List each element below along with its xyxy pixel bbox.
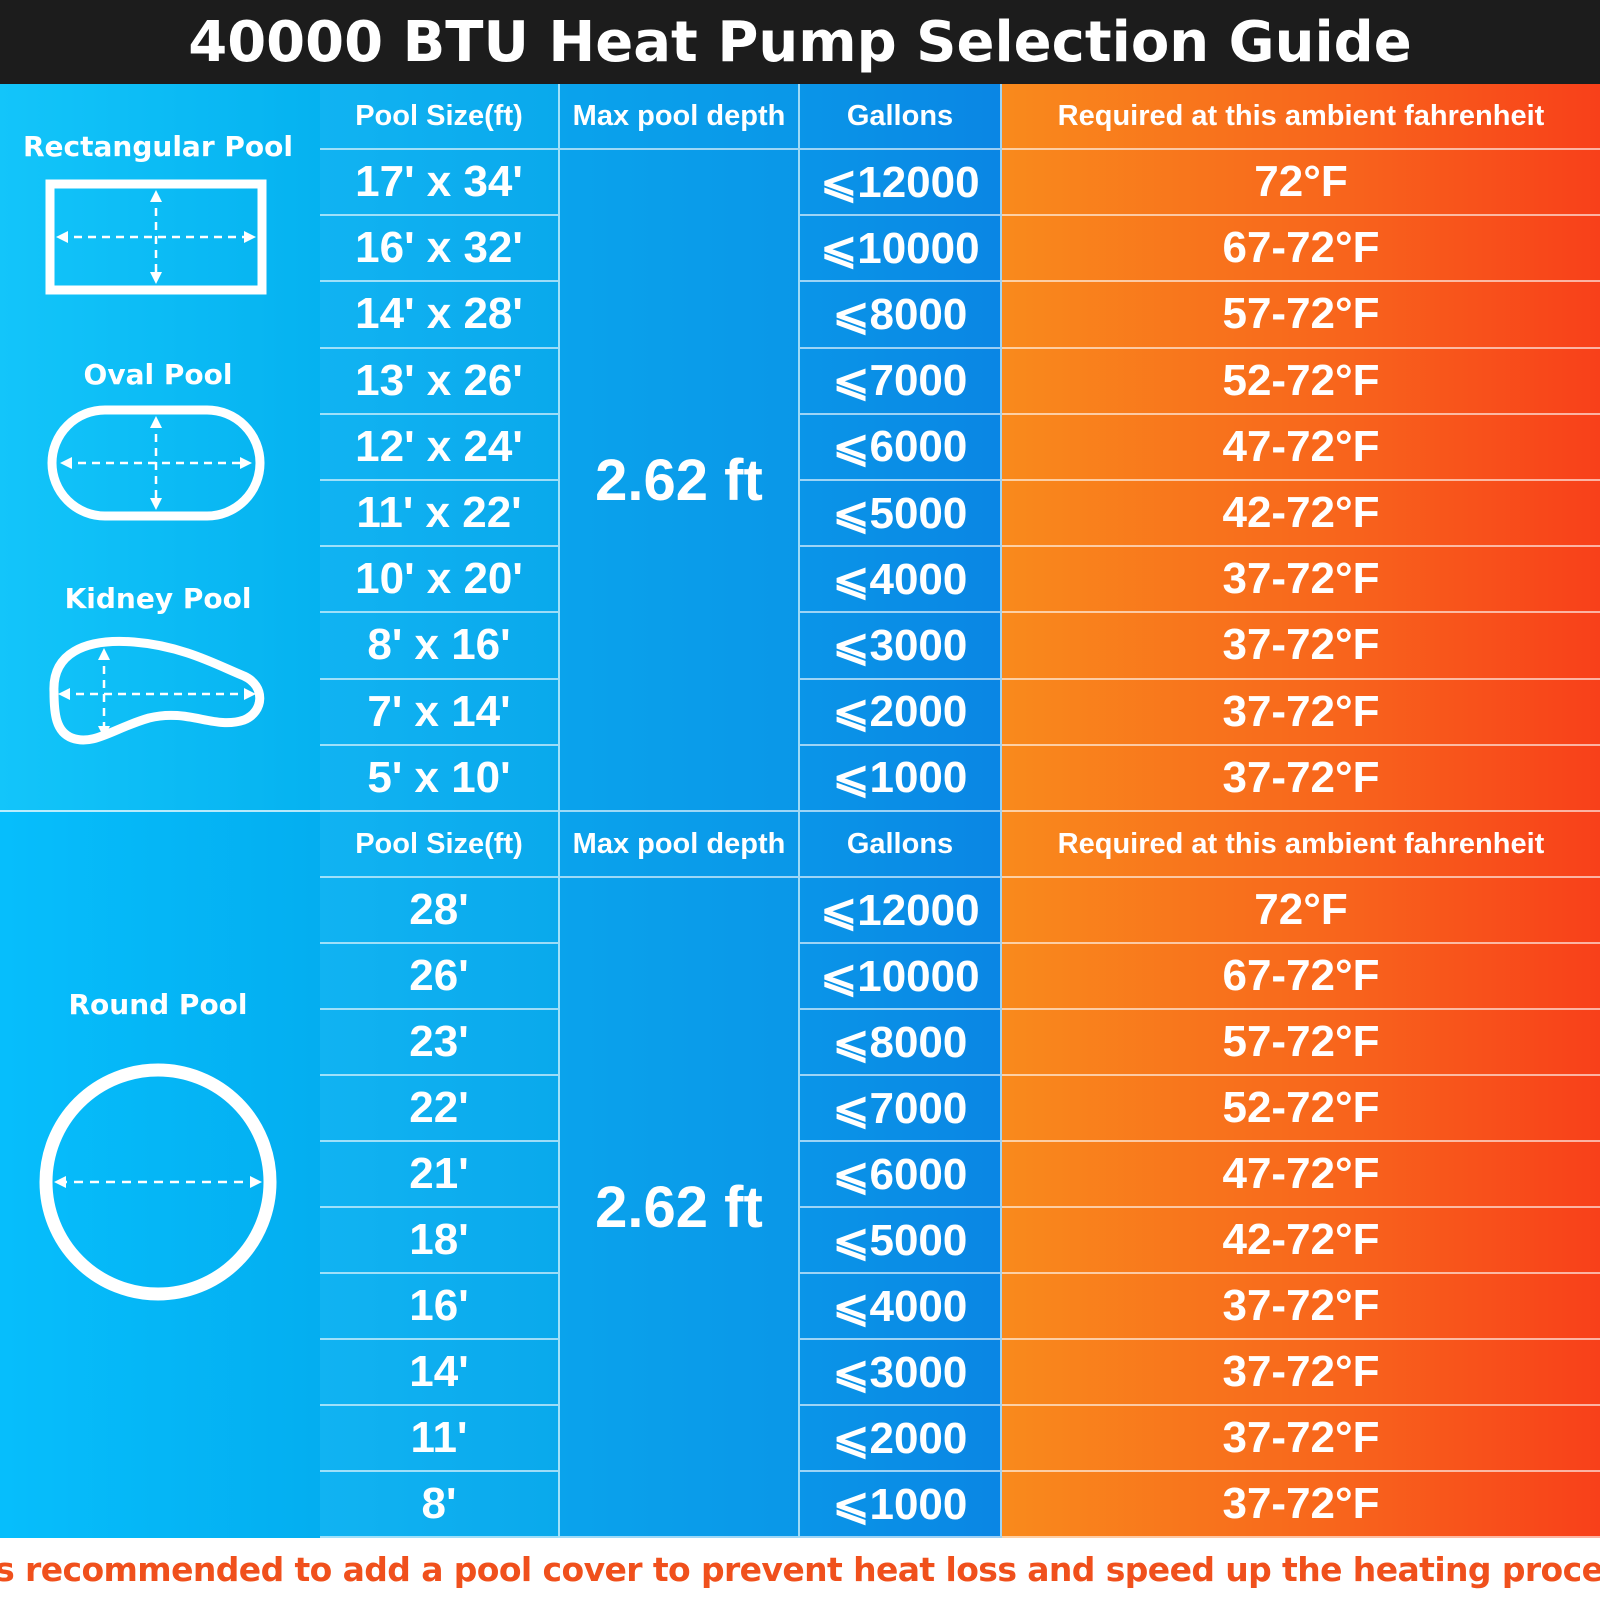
shape-column: Rectangular Pool Oval Pool Kidney Pool — [0, 84, 320, 812]
oval-pool-label: Oval Pool — [83, 358, 233, 391]
pool-size-cell: 14' x 28' — [320, 282, 560, 349]
ambient-temp-cell: 37-72°F — [1002, 745, 1600, 812]
ambient-temp-cell: 37-72°F — [1002, 1274, 1600, 1340]
gallons-cell: ⩽10000 — [800, 216, 1002, 283]
pool-size-cell: 8' — [320, 1472, 560, 1538]
pool-size-cell: 21' — [320, 1142, 560, 1208]
ambient-temp-cell: 47-72°F — [1002, 1142, 1600, 1208]
round-section: Round Pool Pool Size(ft) Max pool depth … — [0, 812, 1600, 1538]
ambient-temp-cell: 37-72°F — [1002, 679, 1600, 746]
ambient-temp-cell: 52-72°F — [1002, 348, 1600, 415]
round-pool-label: Round Pool — [68, 988, 248, 1021]
max-depth-value: 2.62 ft — [560, 150, 800, 812]
rect-table: Pool Size(ft) Max pool depth Gallons Req… — [320, 84, 1600, 812]
gallons-cell: ⩽7000 — [800, 1076, 1002, 1142]
gallons-cell: ⩽6000 — [800, 414, 1002, 481]
pool-size-cell: 28' — [320, 878, 560, 944]
gallons-cell: ⩽2000 — [800, 679, 1002, 746]
header-pool-size: Pool Size(ft) — [320, 84, 560, 150]
gallons-cell: ⩽3000 — [800, 613, 1002, 680]
gallons-cell: ⩽6000 — [800, 1142, 1002, 1208]
pool-size-cell: 18' — [320, 1208, 560, 1274]
pool-size-cell: 5' x 10' — [320, 745, 560, 812]
header-gallons: Gallons — [800, 812, 1002, 878]
gallons-cell: ⩽10000 — [800, 944, 1002, 1010]
gallons-cell: ⩽12000 — [800, 150, 1002, 217]
header-ambient: Required at this ambient fahrenheit — [1002, 84, 1600, 150]
ambient-temp-cell: 42-72°F — [1002, 481, 1600, 548]
rectangular-pool-icon — [45, 179, 267, 295]
ambient-temp-cell: 37-72°F — [1002, 1406, 1600, 1472]
gallons-cell: ⩽3000 — [800, 1340, 1002, 1406]
gallons-cell: ⩽8000 — [800, 282, 1002, 349]
round-table: Pool Size(ft) Max pool depth Gallons Req… — [320, 812, 1600, 1538]
pool-size-cell: 16' — [320, 1274, 560, 1340]
kidney-pool-icon — [49, 636, 265, 745]
ambient-temp-cell: 72°F — [1002, 150, 1600, 217]
ambient-temp-cell: 52-72°F — [1002, 1076, 1600, 1142]
ambient-temp-cell: 57-72°F — [1002, 1010, 1600, 1076]
gallons-cell: ⩽5000 — [800, 1208, 1002, 1274]
pool-size-cell: 17' x 34' — [320, 150, 560, 217]
pool-size-cell: 13' x 26' — [320, 348, 560, 415]
max-depth-value: 2.62 ft — [560, 878, 800, 1538]
header-max-depth: Max pool depth — [560, 812, 800, 878]
ambient-temp-cell: 37-72°F — [1002, 613, 1600, 680]
header-ambient: Required at this ambient fahrenheit — [1002, 812, 1600, 878]
gallons-cell: ⩽1000 — [800, 745, 1002, 812]
kidney-pool-label: Kidney Pool — [64, 582, 252, 615]
gallons-cell: ⩽1000 — [800, 1472, 1002, 1538]
pool-size-cell: 23' — [320, 1010, 560, 1076]
ambient-temp-cell: 37-72°F — [1002, 1472, 1600, 1538]
pool-size-cell: 11' — [320, 1406, 560, 1472]
gallons-cell: ⩽8000 — [800, 1010, 1002, 1076]
gallons-cell: ⩽4000 — [800, 1274, 1002, 1340]
pool-size-cell: 7' x 14' — [320, 679, 560, 746]
pool-size-cell: 16' x 32' — [320, 216, 560, 283]
ambient-temp-cell: 57-72°F — [1002, 282, 1600, 349]
ambient-temp-cell: 37-72°F — [1002, 547, 1600, 614]
ambient-temp-cell: 37-72°F — [1002, 1340, 1600, 1406]
shape-column: Round Pool — [0, 812, 320, 1538]
pool-size-cell: 22' — [320, 1076, 560, 1142]
footer-note: It is recommended to add a pool cover to… — [0, 1538, 1600, 1600]
ambient-temp-cell: 47-72°F — [1002, 414, 1600, 481]
pool-size-cell: 8' x 16' — [320, 613, 560, 680]
rect-section: Rectangular Pool Oval Pool Kidney Pool — [0, 84, 1600, 812]
pool-size-cell: 12' x 24' — [320, 414, 560, 481]
gallons-cell: ⩽2000 — [800, 1406, 1002, 1472]
page-title: 40000 BTU Heat Pump Selection Guide — [188, 9, 1412, 75]
gallons-cell: ⩽4000 — [800, 547, 1002, 614]
oval-pool-icon — [47, 405, 265, 521]
footer-text: It is recommended to add a pool cover to… — [0, 1549, 1600, 1589]
header-gallons: Gallons — [800, 84, 1002, 150]
pool-size-cell: 11' x 22' — [320, 481, 560, 548]
pool-size-cell: 10' x 20' — [320, 547, 560, 614]
ambient-temp-cell: 67-72°F — [1002, 944, 1600, 1010]
pool-size-cell: 14' — [320, 1340, 560, 1406]
header-pool-size: Pool Size(ft) — [320, 812, 560, 878]
gallons-cell: ⩽5000 — [800, 481, 1002, 548]
gallons-cell: ⩽12000 — [800, 878, 1002, 944]
ambient-temp-cell: 72°F — [1002, 878, 1600, 944]
title-bar: 40000 BTU Heat Pump Selection Guide — [0, 0, 1600, 84]
round-pool-icon — [39, 1063, 277, 1301]
ambient-temp-cell: 42-72°F — [1002, 1208, 1600, 1274]
ambient-temp-cell: 67-72°F — [1002, 216, 1600, 283]
rectangular-pool-label: Rectangular Pool — [23, 130, 293, 163]
gallons-cell: ⩽7000 — [800, 348, 1002, 415]
header-max-depth: Max pool depth — [560, 84, 800, 150]
pool-size-cell: 26' — [320, 944, 560, 1010]
